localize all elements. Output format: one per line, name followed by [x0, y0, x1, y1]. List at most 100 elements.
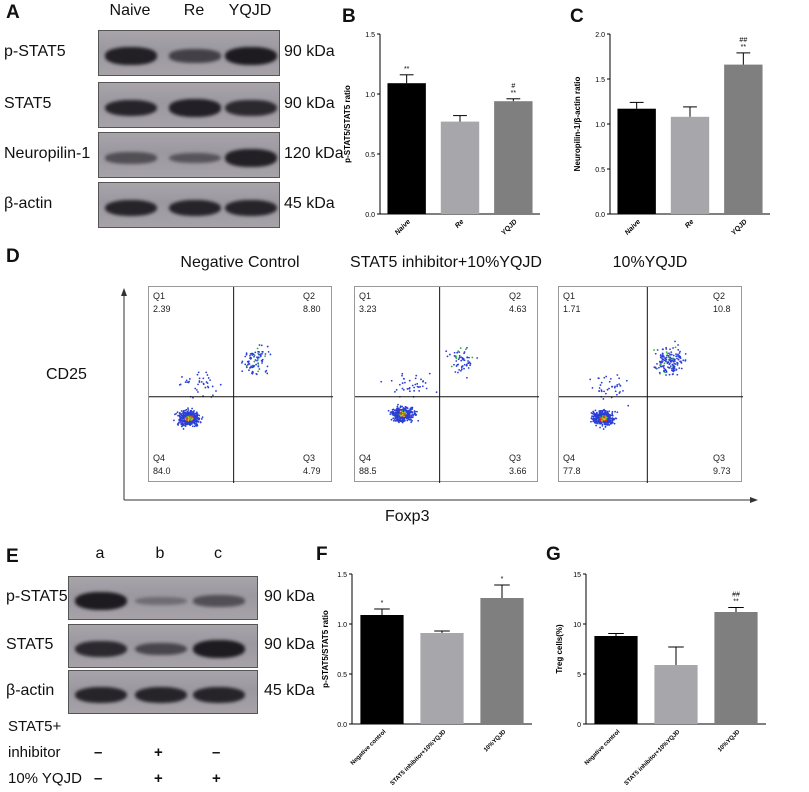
bar-chart-f: 0.0 0.5 1.0 1.5 p-STAT5/STAT5 ratio * Negative…: [321, 572, 532, 787]
blot-kda-label: 120 kDa: [284, 145, 344, 162]
blot-kda-label: 90 kDa: [264, 636, 315, 653]
flow-axis-arrows: [121, 288, 758, 503]
blot-row-label: p-STAT5: [4, 43, 66, 60]
flow-plot-title: Negative Control: [180, 254, 300, 271]
bar-chart-c: 0.0 0.5 1.0 1.5 2.0 Neuropilin-1/β-actin rati…: [573, 32, 770, 237]
protein-band: [105, 152, 157, 164]
y-axis-title: Neuropilin-1/β-actin ratio: [573, 77, 582, 172]
protein-band: [169, 152, 221, 164]
x-category-label: Re: [684, 218, 695, 229]
y-axis-title: p-STAT5/STAT5 ratio: [343, 85, 352, 163]
quadrant-name: Q3: [713, 453, 726, 463]
panel-label-f: F: [316, 544, 328, 565]
protein-band: [135, 642, 187, 656]
blot-column-label: a: [95, 545, 105, 562]
y-tick-label: 2.0: [595, 32, 605, 39]
flow-scatter: [149, 287, 333, 483]
y-tick-label: 1.0: [595, 122, 605, 129]
condition-mark: –: [94, 770, 103, 787]
condition-mark: +: [212, 770, 221, 787]
y-tick-label: 0.5: [365, 152, 375, 159]
blot-strip: [68, 624, 258, 668]
blot-row-label: Neuropilin-1: [4, 145, 91, 162]
significance-marker: #: [511, 83, 515, 90]
flow-plot-title: STAT5 inhibitor+10%YQJD: [350, 254, 542, 271]
flow-plot: Q1 3.23 Q2 4.63 Q4 88.5 Q3 3.66: [354, 286, 539, 483]
protein-band: [135, 686, 187, 704]
protein-band: [169, 199, 221, 217]
significance-marker: **: [404, 66, 410, 73]
protein-band: [225, 47, 277, 65]
y-tick-label: 1.5: [337, 572, 347, 579]
blot-row-label: p-STAT5: [6, 588, 68, 605]
blot-strip: [68, 576, 258, 620]
quadrant-name: Q3: [509, 453, 522, 463]
blot-column-label: b: [155, 545, 165, 562]
x-category-label: 10%YQJD: [483, 729, 508, 754]
x-category-label: YQJD: [500, 218, 518, 236]
condition-label: inhibitor: [8, 744, 61, 761]
x-category-label: Naive: [624, 218, 642, 236]
quadrant-percentage: 4.79: [303, 466, 321, 476]
y-tick-label: 0.5: [595, 167, 605, 174]
flow-y-axis-label: CD25: [46, 366, 87, 383]
quadrant-name: Q1: [153, 291, 166, 301]
blot-row-label: STAT5: [6, 636, 54, 653]
quadrant-name: Q1: [359, 291, 372, 301]
quadrant-percentage: 88.5: [359, 466, 377, 476]
quadrant-percentage: 3.23: [359, 304, 377, 314]
x-category-label: Naive: [394, 218, 412, 236]
protein-band: [193, 595, 245, 607]
flow-scatter: [355, 287, 539, 483]
quadrant-name: Q4: [359, 453, 372, 463]
x-category-label: Re: [454, 218, 465, 229]
bar: [714, 612, 758, 724]
x-category-label: 10%YQJD: [717, 729, 742, 754]
blot-strip: [98, 182, 280, 228]
blot-column-label: Re: [183, 2, 205, 19]
significance-marker: ##: [739, 37, 747, 44]
protein-band: [135, 597, 187, 605]
y-tick-label: 0.0: [337, 722, 347, 729]
condition-label: 10% YQJD: [8, 770, 82, 787]
blot-column-label: Naive: [109, 2, 151, 19]
y-tick-label: 0: [577, 722, 581, 729]
panel-label-e: E: [6, 546, 19, 567]
quadrant-name: Q4: [563, 453, 576, 463]
protein-band: [105, 47, 157, 65]
y-tick-label: 0.0: [365, 212, 375, 219]
bar: [480, 598, 524, 724]
quadrant-percentage: 10.8: [713, 304, 731, 314]
quadrant-name: Q2: [509, 291, 522, 301]
y-axis-title: p-STAT5/STAT5 ratio: [321, 610, 330, 688]
bar: [387, 83, 426, 214]
flow-plot: Q1 1.71 Q2 10.8 Q4 77.8 Q3 9.73: [558, 286, 743, 483]
y-tick-label: 0.5: [337, 672, 347, 679]
x-category-label: Negative control: [350, 729, 388, 767]
condition-mark: –: [212, 744, 221, 761]
bar-chart-g: 0 5 10 15 Treg cells(%) Negative control STAT5…: [555, 572, 766, 787]
y-tick-label: 10: [573, 622, 581, 629]
protein-band: [75, 592, 127, 610]
y-tick-label: 5: [577, 672, 581, 679]
blot-kda-label: 90 kDa: [284, 95, 335, 112]
protein-band: [75, 640, 127, 658]
panel-label-g: G: [546, 544, 561, 565]
flow-plot: Q1 2.39 Q2 8.80 Q4 84.0 Q3 4.79: [148, 286, 333, 483]
y-tick-label: 0.0: [595, 212, 605, 219]
quadrant-percentage: 2.39: [153, 304, 171, 314]
quadrant-name: Q3: [303, 453, 316, 463]
flow-scatter: [559, 287, 743, 483]
x-category-label: YQJD: [730, 218, 748, 236]
protein-band: [225, 149, 277, 167]
bar: [420, 633, 464, 724]
blot-column-label: YQJD: [228, 2, 272, 19]
quadrant-percentage: 77.8: [563, 466, 581, 476]
quadrant-percentage: 84.0: [153, 466, 171, 476]
x-category-label: STAT5 inhibitor+10%YQJD: [624, 729, 682, 787]
bar: [360, 615, 404, 724]
blot-kda-label: 90 kDa: [264, 588, 315, 605]
significance-marker: **: [733, 599, 739, 606]
y-tick-label: 1.0: [337, 622, 347, 629]
panel-label-d: D: [6, 246, 20, 267]
